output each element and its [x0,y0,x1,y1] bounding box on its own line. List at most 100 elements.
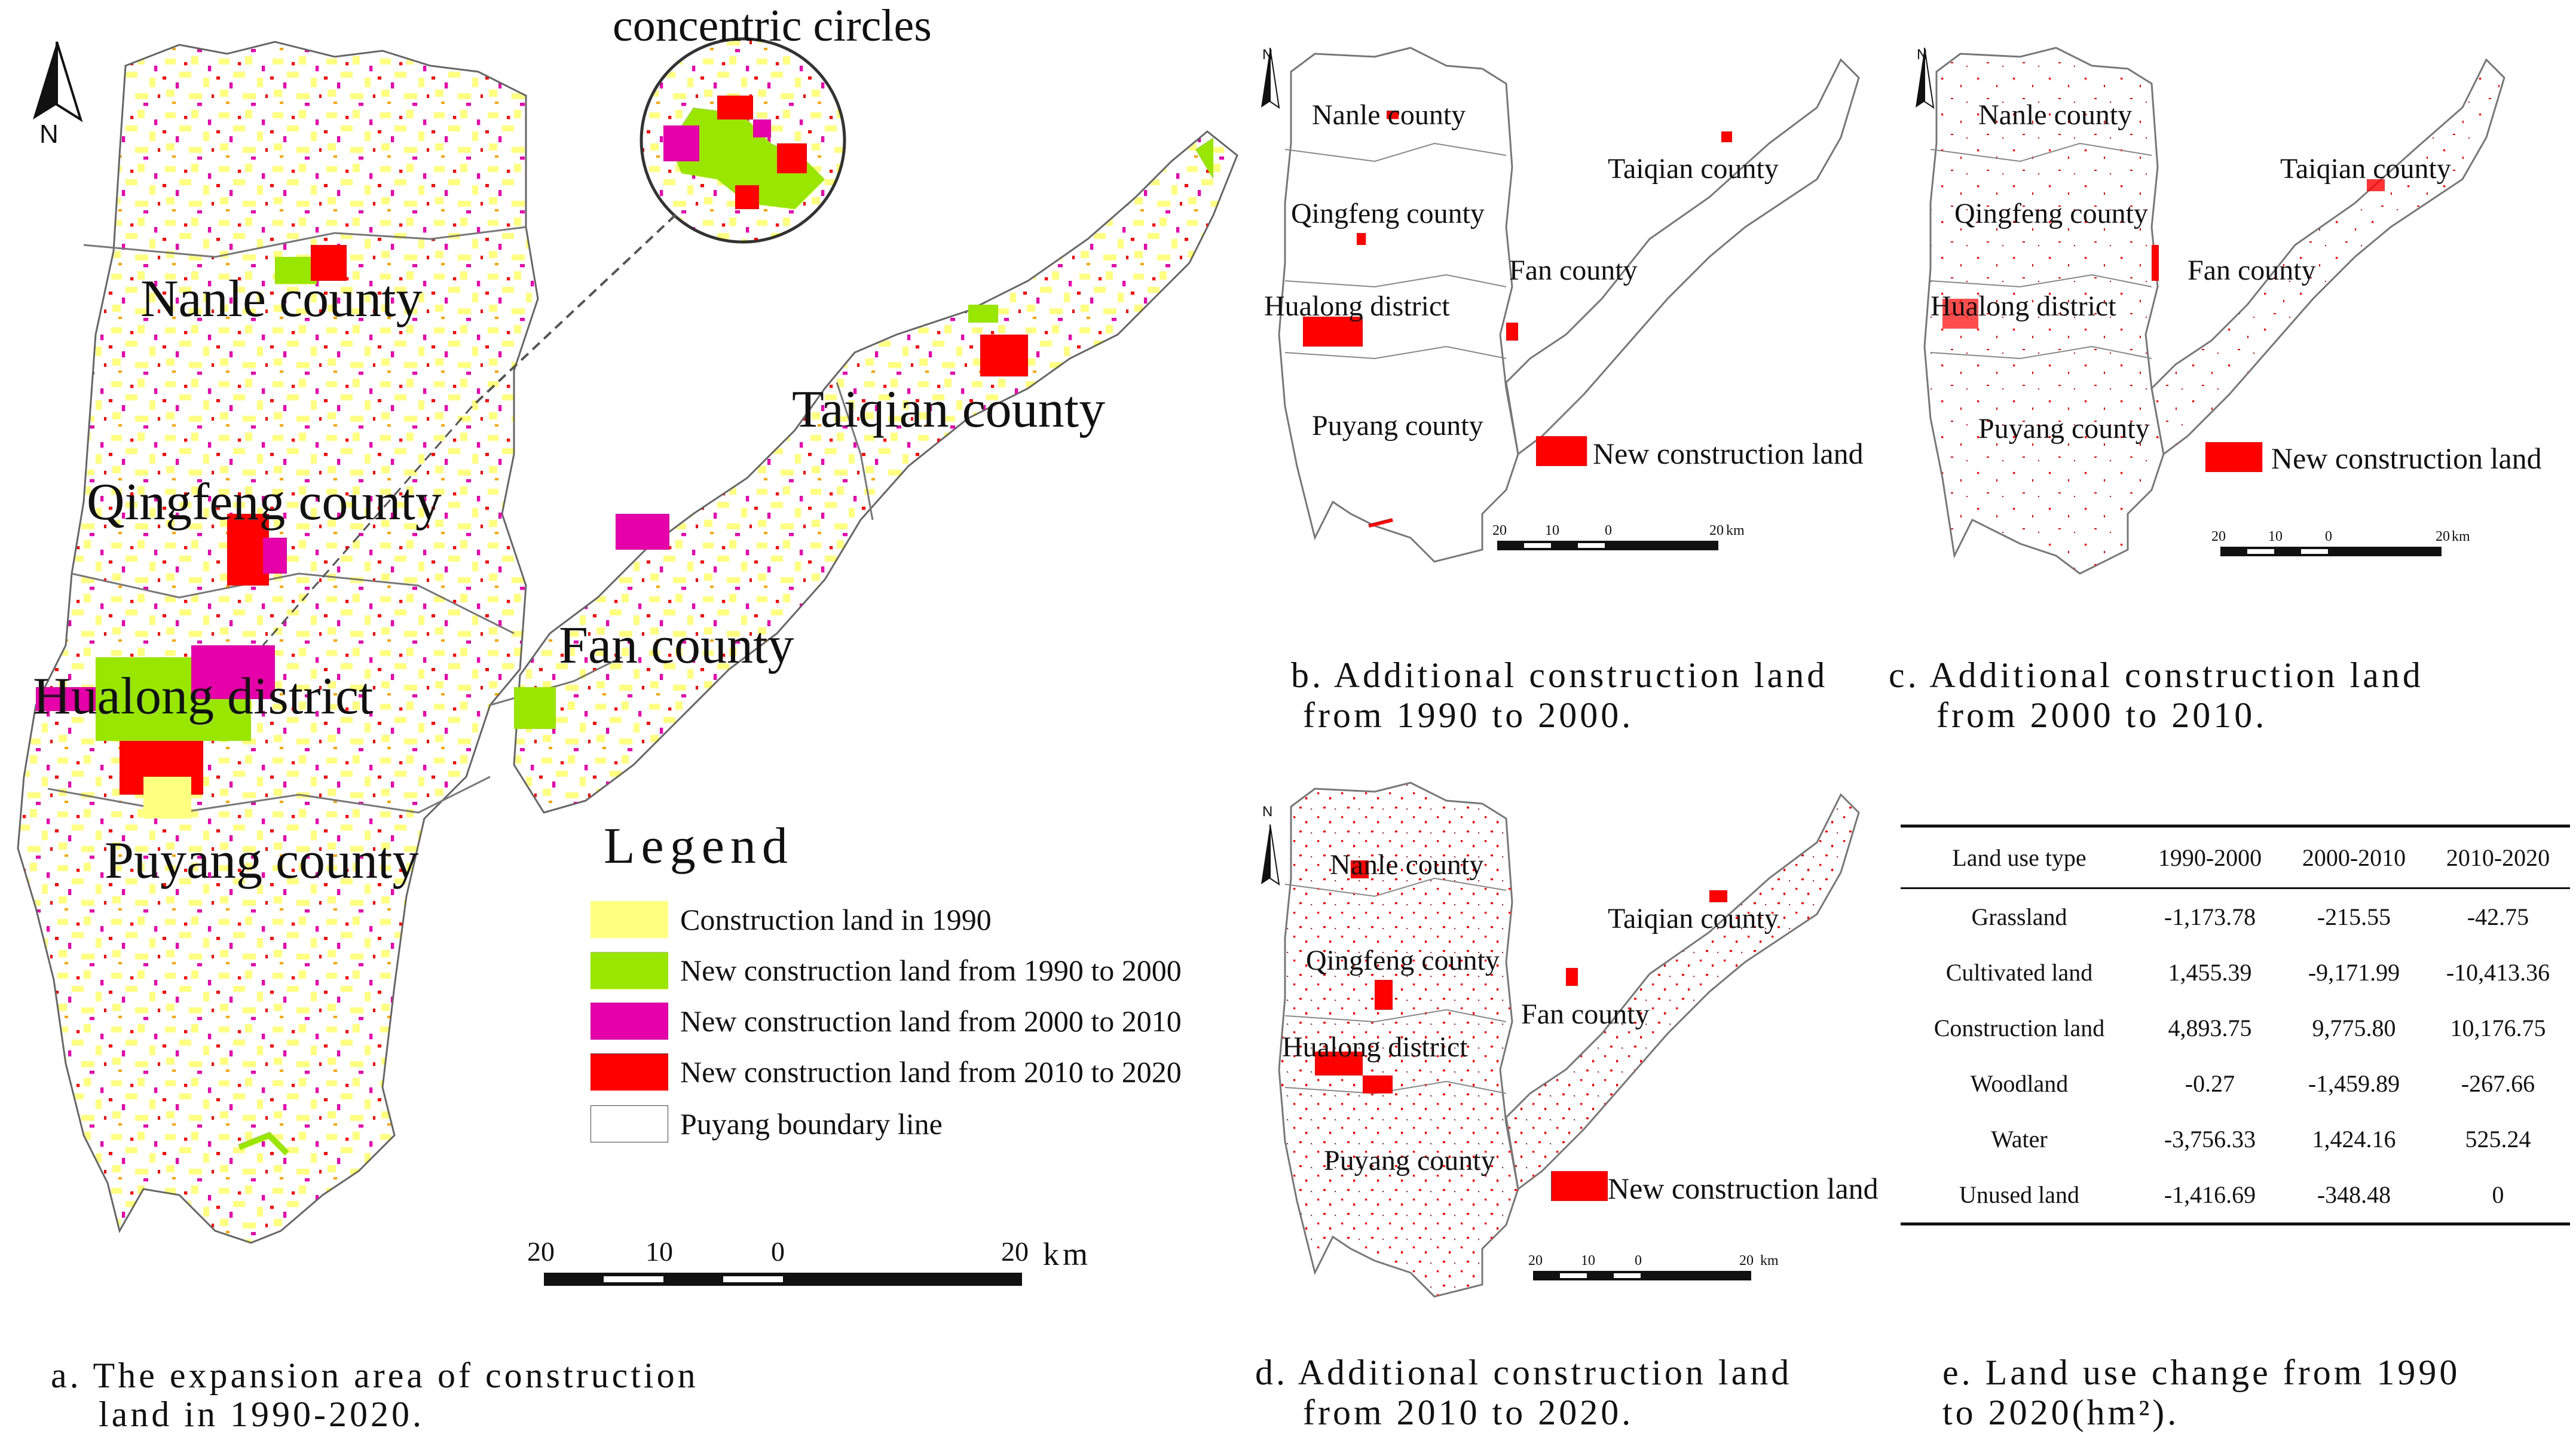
legend-label-c: New construction land [2271,442,2542,475]
label-nanle-c: Nanle county [1978,99,2133,131]
table-cell: -10,413.36 [2446,959,2550,986]
table-header-cell: 2010-2020 [2425,825,2570,889]
scale-b-t1: 20 [1492,523,1507,538]
scale-a-t3: 0 [771,1236,785,1267]
concentric-circle-inset [262,37,846,646]
scale-d-t3: 0 [1635,1253,1642,1268]
table-cell: -1,459.89 [2308,1070,2400,1097]
table-header-cell: 1990-2000 [2138,825,2282,889]
label-puyang-d: Puyang county [1324,1145,1495,1176]
scale-d-t2: 10 [1581,1253,1595,1268]
caption-e-line1: e. Land use change from 1990 [1942,1353,2461,1392]
table-row: Cultivated land 1,455.39 -9,171.99 -10,4… [1901,945,2570,1000]
legend-item-2010-2020: New construction land from 2010 to 2020 [591,1053,1182,1090]
table-cell: Woodland [1970,1070,2069,1097]
circle-title: concentric circles [613,1,932,51]
table-cell: Grassland [1971,903,2067,930]
land-use-change-table: Land use type 1990-2000 2000-2010 2010-2… [1901,825,2570,1225]
legend-label: New construction land from 1990 to 2000 [680,954,1182,987]
label-taiqian-c: Taiqian county [2280,153,2451,185]
table-cell: -1,416.69 [2138,1167,2282,1225]
table-cell: 1,455.39 [2168,959,2252,986]
label-nanle-b: Nanle county [1312,99,1466,131]
north-label-d: N [1262,804,1273,820]
scale-c-unit: km [2452,529,2470,544]
label-qingfeng-a: Qingfeng county [87,473,442,531]
scale-d-t4: 20 [1739,1253,1754,1268]
legend-item-boundary: Puyang boundary line [591,1105,943,1142]
table-cell: -42.75 [2467,903,2529,930]
table-row: Unused land -1,416.69 -348.48 0 [1901,1167,2570,1225]
caption-d-line1: d. Additional construction land [1255,1353,1792,1392]
caption-b-line1: b. Additional construction land [1291,655,1828,695]
table-cell: -1,173.78 [2164,903,2256,930]
table-cell: 1,424.16 [2312,1126,2396,1153]
label-hualong-c: Hualong district [1931,290,2116,322]
legend-label: Construction land in 1990 [680,903,992,936]
label-taiqian-d: Taiqian county [1608,903,1779,934]
table-cell: -215.55 [2317,903,2391,930]
table-cell: Cultivated land [1945,959,2093,986]
urban-clusters-a [36,137,1213,1156]
label-nanle-d: Nanle county [1330,849,1484,881]
north-label-b: N [1262,47,1273,63]
label-hualong-b: Hualong district [1264,290,1450,322]
map-b [1261,47,1860,563]
label-qingfeng-c: Qingfeng county [1954,198,2148,229]
scale-bar-a [544,1273,1022,1286]
puyang-boundary-a [17,41,1238,1244]
scale-c-t3: 0 [2325,529,2332,544]
table-cell: -267.66 [2461,1070,2535,1097]
table-cell: 525.24 [2465,1126,2531,1153]
table-cell: -348.48 [2281,1167,2426,1225]
caption-c-line1: c. Additional construction land [1889,655,2424,695]
label-qingfeng-b: Qingfeng county [1291,198,1485,229]
scale-c-t1: 20 [2211,529,2226,544]
legend-label-d: New construction land [1608,1172,1879,1205]
scale-a-unit: km [1043,1236,1092,1272]
label-hualong-d: Hualong district [1282,1031,1468,1063]
legend-title: Legend [604,817,794,874]
label-fan-d: Fan county [1521,998,1650,1030]
legend-label: New construction land from 2010 to 2020 [680,1055,1182,1089]
table-cell: -9,171.99 [2308,959,2400,986]
label-nanle-a: Nanle county [140,270,423,328]
table-row: Woodland -0.27 -1,459.89 -267.66 [1901,1056,2570,1111]
table-cell: 10,176.75 [2450,1015,2546,1041]
scale-c-t2: 10 [2268,529,2283,544]
map-d [1261,782,1860,1298]
label-puyang-a: Puyang county [105,832,419,890]
table-row: Construction land 4,893.75 9,775.80 10,1… [1901,1000,2570,1056]
label-fan-a: Fan county [559,617,794,675]
map-c [1916,47,2505,575]
label-puyang-b: Puyang county [1312,410,1483,442]
table-row: Grassland -1,173.78 -215.55 -42.75 [1901,888,2570,945]
scale-d-t1: 20 [1528,1253,1543,1268]
scale-b-t2: 10 [1545,523,1559,538]
table-cell: 0 [2425,1167,2570,1225]
scale-b-t4: 20 [1709,523,1724,538]
legend-label: New construction land from 2000 to 2010 [680,1004,1182,1038]
scale-b-t3: 0 [1605,523,1612,538]
table-cell: Construction land [1933,1015,2105,1041]
scale-a-t1: 20 [527,1236,555,1267]
label-taiqian-a: Taiqian county [792,381,1106,439]
north-label-a: N [39,120,59,149]
label-hualong-a: Hualong district [33,667,374,725]
legend-item-1990: Construction land in 1990 [591,901,992,938]
scale-a-t2: 10 [645,1236,673,1267]
table-cell: 4,893.75 [2168,1015,2252,1041]
caption-e-line2: to 2020(hm²). [1942,1393,2180,1432]
scale-b-unit: km [1726,523,1745,538]
legend-swatch [591,1003,668,1040]
label-puyang-c: Puyang county [1978,413,2150,445]
legend-item-1990-2000: New construction land from 1990 to 2000 [591,952,1182,989]
legend-swatch [591,1053,668,1090]
label-fan-c: Fan county [2188,255,2316,286]
caption-a-line1: a. The expansion area of construction [51,1356,699,1395]
caption-b-line2: from 1990 to 2000. [1303,695,1634,735]
legend-label-b: New construction land [1593,437,1864,470]
caption-a-line2: land in 1990-2020. [99,1395,424,1434]
label-fan-b: Fan county [1509,255,1638,286]
table-header-cell: 2000-2010 [2281,825,2426,889]
